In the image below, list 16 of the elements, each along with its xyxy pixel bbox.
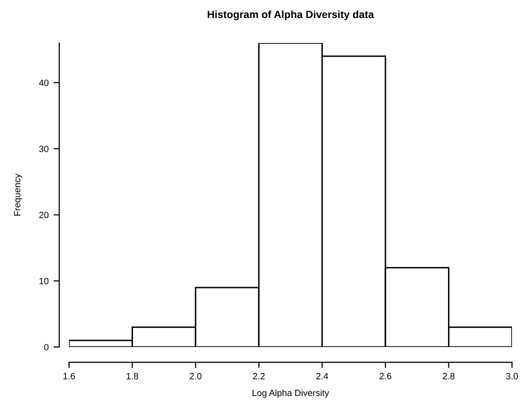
x-tick-label: 1.6 <box>63 372 75 380</box>
y-axis-title: Frequency <box>14 174 22 216</box>
x-tick-label: 2.0 <box>190 372 202 380</box>
x-tick-label: 2.4 <box>316 372 328 380</box>
chart-title: Histogram of Alpha Diversity data <box>208 10 374 20</box>
x-tick-label: 2.6 <box>380 372 392 380</box>
y-tick-label: 10 <box>40 278 49 284</box>
x-tick-label: 2.2 <box>253 372 265 380</box>
y-tick-label: 30 <box>39 146 49 152</box>
x-tick-label: 2.8 <box>442 372 455 380</box>
x-tick-label: 3.0 <box>506 372 518 380</box>
y-tick-label: 40 <box>39 80 49 86</box>
x-tick-label: 1.8 <box>126 372 138 380</box>
y-tick-label: 20 <box>39 212 49 218</box>
y-tick-label: 0 <box>44 344 49 350</box>
x-axis-title: Log Alpha Diversity <box>252 389 330 398</box>
